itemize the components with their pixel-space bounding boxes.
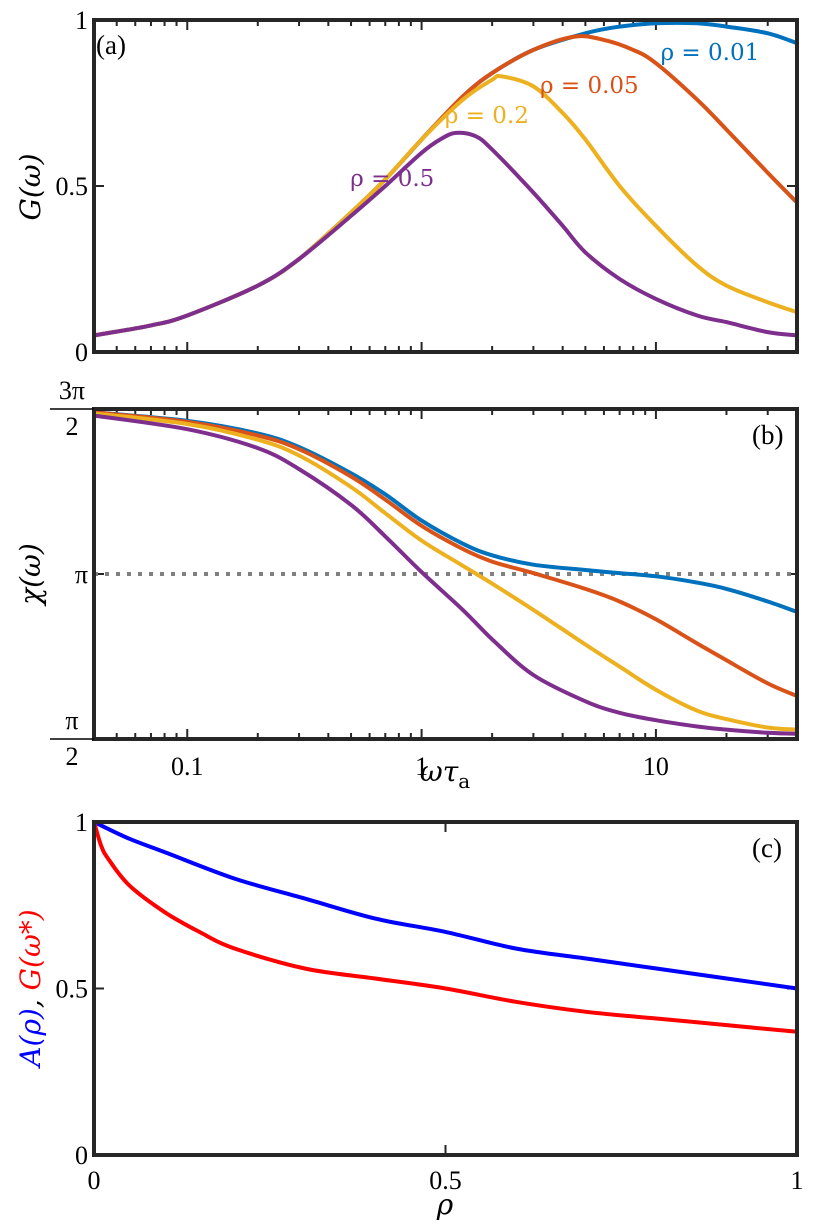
- panel-b-xtick-label-2: 10: [643, 752, 669, 781]
- panel-b-series-line-0: [92, 410, 799, 614]
- panel-a-label: (a): [96, 30, 126, 60]
- panel-c-ytick-labels: 00.51: [56, 808, 89, 1170]
- panel-a: (a) G(ω) 00.51 ρ = 0.01ρ = 0.05ρ = 0.2ρ …: [14, 6, 799, 367]
- panel-b-xtick-labels: 0.1 1 10: [171, 752, 669, 781]
- panel-c: (c) A(ρ), G(ω*) 00.51 0 0.5 1 ρ: [14, 808, 804, 1221]
- panel-c-series-line-1: [92, 820, 799, 1034]
- panel-c-ylabel-separator: ,: [14, 990, 47, 1008]
- panel-c-ytick-label-0: 0: [75, 1141, 88, 1170]
- panel-b-xtick-label-1: 1: [415, 752, 428, 781]
- panel-a-series-line-0: [92, 20, 799, 338]
- panel-a-series-line-3: [92, 130, 799, 338]
- panel-a-ticks: [93, 19, 798, 353]
- panel-b-ylabel: χ(ω): [14, 543, 47, 607]
- panel-c-frame: [92, 820, 799, 1157]
- panel-a-ytick-label-0: 0: [75, 338, 88, 367]
- panel-b-series-line-3: [92, 413, 799, 736]
- panel-b-ytick-label-num-0: π: [65, 706, 78, 735]
- panel-b: (b) χ(ω) π 2 π 3π 2 0.1 1 10 ωτa: [14, 376, 799, 793]
- panel-a-ylabel: G(ω): [14, 153, 47, 220]
- panel-c-xtick-label-2: 1: [791, 1166, 804, 1195]
- panel-c-series: [92, 820, 799, 1034]
- panel-a-annotation-3: ρ = 0.5: [350, 166, 434, 192]
- panel-b-xlabel-subscript: a: [458, 769, 470, 793]
- panel-b-ytick-labels: π 2 π 3π 2: [50, 376, 94, 771]
- panel-a-ytick-labels: 00.51: [56, 6, 89, 367]
- panel-a-ytick-label-1: 0.5: [56, 172, 89, 201]
- panel-c-ylabel-A: A(ρ): [14, 1008, 47, 1070]
- panel-b-ytick-label-num-2: 3π: [59, 376, 85, 405]
- panel-c-ytick-label-1: 0.5: [56, 975, 89, 1004]
- panel-c-xtick-label-0: 0: [88, 1166, 101, 1195]
- panel-c-ylabel-G: G(ω*): [14, 909, 47, 990]
- panel-a-annotation-1: ρ = 0.05: [540, 73, 639, 99]
- panel-c-xtick-label-1: 0.5: [429, 1166, 462, 1195]
- panel-c-label: (c): [752, 833, 782, 863]
- panel-a-annotation-2: ρ = 0.2: [445, 103, 529, 129]
- panel-b-ytick-label-den-2: 2: [66, 412, 79, 441]
- panel-c-ylabel: A(ρ), G(ω*): [14, 909, 47, 1069]
- panel-b-series: [92, 410, 799, 736]
- panel-b-series-line-1: [92, 410, 799, 698]
- panel-b-xtick-label-0: 0.1: [171, 752, 204, 781]
- panel-c-xtick-labels: 0 0.5 1: [88, 1166, 804, 1195]
- panel-b-ytick-label-den-0: 2: [66, 742, 79, 771]
- panel-b-xlabel-main: ωτ: [420, 755, 459, 788]
- panel-a-annotation-0: ρ = 0.01: [661, 40, 760, 66]
- panel-a-series: [92, 20, 799, 338]
- panel-c-xlabel: ρ: [436, 1188, 454, 1221]
- panel-a-frame: [92, 18, 799, 354]
- panel-b-xlabel: ωτa: [420, 755, 470, 793]
- panel-a-ytick-label-2: 1: [75, 6, 88, 35]
- panel-c-ytick-label-2: 1: [75, 808, 88, 837]
- panel-c-series-line-0: [92, 820, 799, 991]
- panel-b-frame: [92, 407, 799, 741]
- panel-b-label: (b): [752, 420, 783, 450]
- panel-a-series-line-1: [92, 34, 799, 338]
- panel-b-series-line-2: [92, 411, 799, 732]
- panel-b-ytick-label-1: π: [75, 560, 88, 589]
- panel-a-annotations: ρ = 0.01 ρ = 0.05 ρ = 0.2 ρ = 0.5: [350, 40, 759, 192]
